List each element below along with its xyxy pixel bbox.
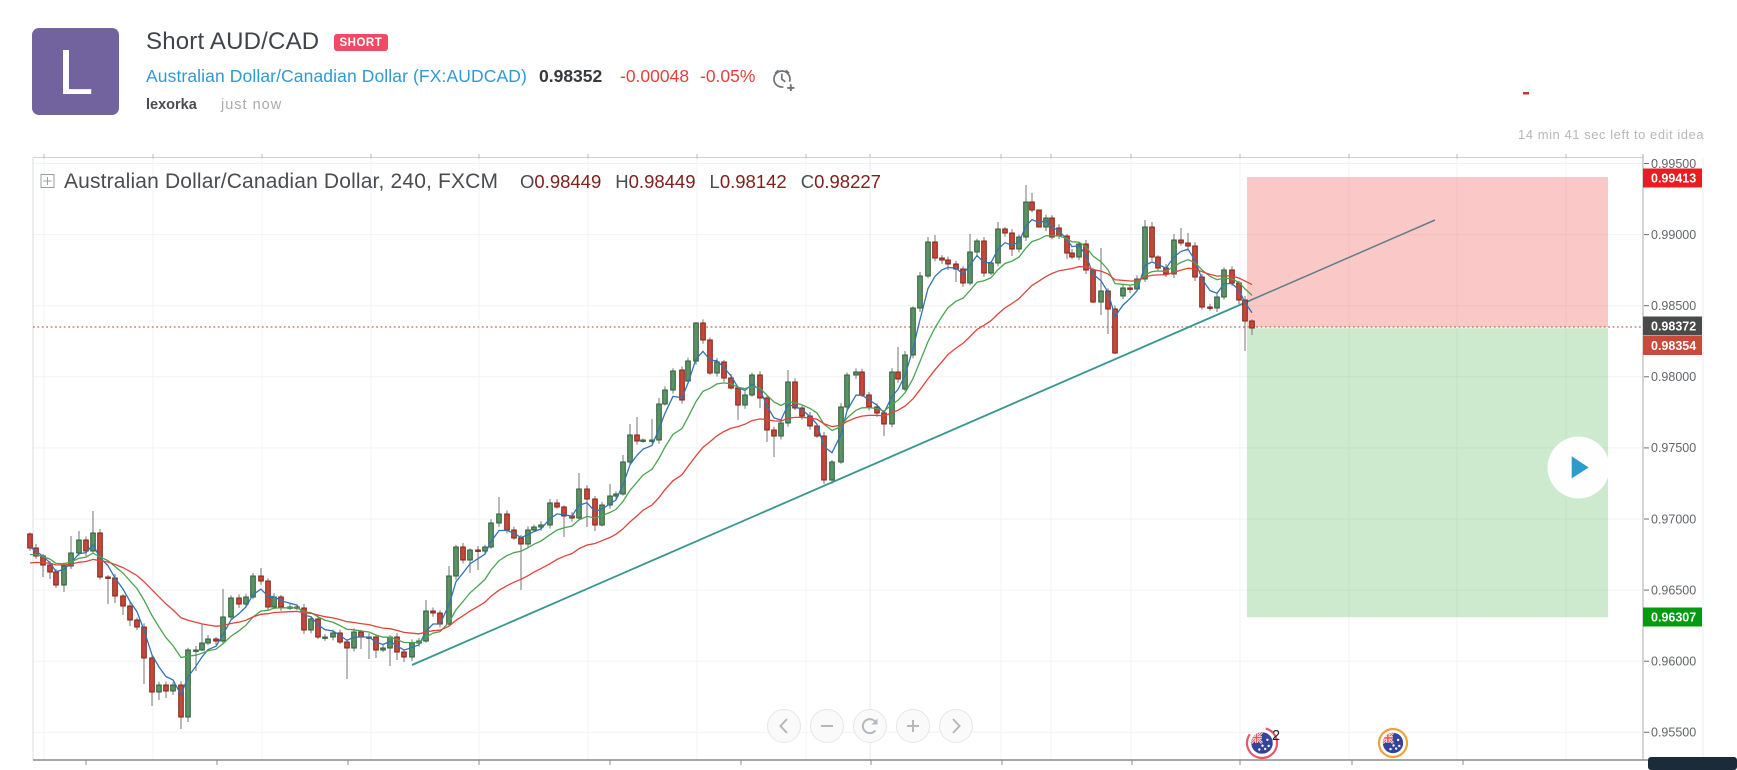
svg-text:2: 2 [1272, 728, 1280, 744]
svg-text:0.98500: 0.98500 [1651, 299, 1696, 313]
svg-text:0.97000: 0.97000 [1651, 512, 1696, 526]
svg-text:0.96500: 0.96500 [1651, 583, 1696, 597]
svg-text:0.95500: 0.95500 [1651, 726, 1696, 740]
svg-text:0.98372: 0.98372 [1651, 320, 1696, 334]
svg-text:0.99413: 0.99413 [1651, 172, 1696, 186]
svg-text:0.98354: 0.98354 [1651, 339, 1696, 353]
svg-text:0.99500: 0.99500 [1651, 157, 1696, 171]
svg-text:0.99000: 0.99000 [1651, 228, 1696, 242]
svg-text:Australian Dollar/Canadian Dol: Australian Dollar/Canadian Dollar, 240, … [64, 170, 498, 193]
svg-text:0.98000: 0.98000 [1651, 370, 1696, 384]
svg-text:0.96307: 0.96307 [1651, 611, 1696, 625]
svg-text:0.97500: 0.97500 [1651, 441, 1696, 455]
svg-text:0.96000: 0.96000 [1651, 655, 1696, 669]
